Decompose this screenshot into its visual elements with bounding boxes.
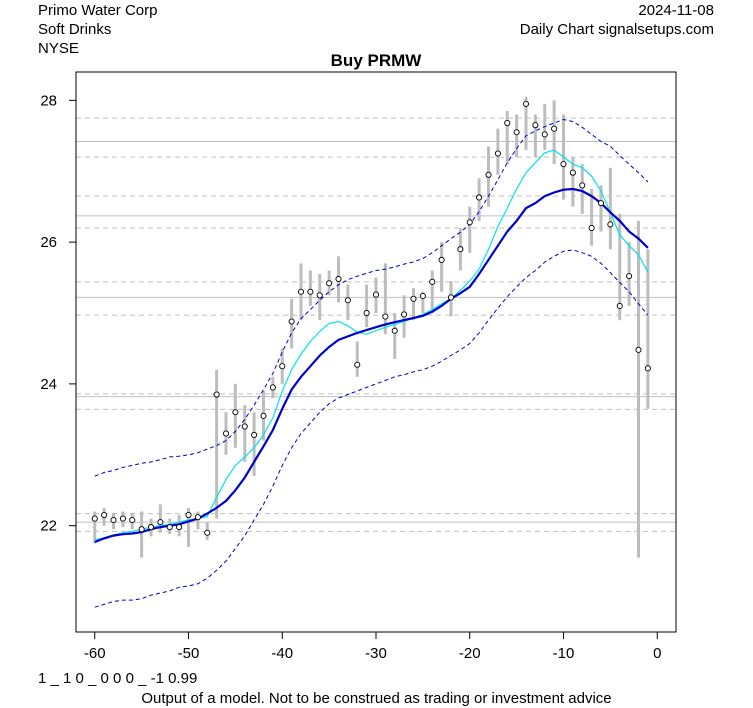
close-point	[402, 312, 407, 317]
close-point	[523, 101, 528, 106]
price-chart: -60 -50 -40 -30 -20 -10 0 22 24 26 28 Buy PRMW	[0, 0, 753, 708]
close-point	[533, 123, 538, 128]
close-point	[477, 195, 482, 200]
x-tick-label: -60	[84, 645, 106, 662]
close-point	[345, 298, 350, 303]
close-point	[383, 314, 388, 319]
close-point	[486, 172, 491, 177]
fast-ma-line	[95, 150, 648, 540]
close-point	[327, 281, 332, 286]
close-point	[561, 162, 566, 167]
close-point	[298, 289, 303, 294]
close-point	[617, 303, 622, 308]
model-code: 1 _ 1 0 _ 0 0 0 _ -1 0.99	[38, 670, 197, 687]
close-point	[373, 292, 378, 297]
close-point	[514, 130, 519, 135]
close-point	[317, 293, 322, 298]
close-point	[120, 516, 125, 521]
close-point	[392, 328, 397, 333]
slow-ma-line	[95, 189, 648, 542]
close-point	[158, 520, 163, 525]
disclaimer: Output of a model. Not to be construed a…	[0, 690, 753, 707]
close-point	[580, 183, 585, 188]
close-point	[420, 293, 425, 298]
x-tick-label: -30	[365, 645, 387, 662]
close-point	[130, 517, 135, 522]
close-point	[467, 220, 472, 225]
close-point	[355, 362, 360, 367]
x-tick-label: -20	[459, 645, 481, 662]
close-point	[195, 515, 200, 520]
close-point	[364, 310, 369, 315]
close-point	[598, 201, 603, 206]
close-point	[111, 517, 116, 522]
close-point	[270, 385, 275, 390]
close-point	[102, 512, 107, 517]
close-point	[495, 151, 500, 156]
y-tick-label: 24	[40, 376, 57, 393]
x-tick-label: -50	[178, 645, 200, 662]
close-point	[289, 319, 294, 324]
close-point	[505, 120, 510, 125]
close-point	[261, 413, 266, 418]
close-point	[570, 170, 575, 175]
close-point	[430, 279, 435, 284]
close-point	[542, 132, 547, 137]
x-tick-label: 0	[653, 645, 661, 662]
y-tick-label: 26	[40, 234, 57, 251]
close-point	[177, 524, 182, 529]
close-point	[608, 222, 613, 227]
x-tick-label: -40	[271, 645, 293, 662]
reference-lines	[76, 118, 676, 531]
close-point	[252, 432, 257, 437]
close-point	[223, 431, 228, 436]
y-tick-label: 22	[40, 518, 57, 535]
close-point	[308, 289, 313, 294]
x-tick-label: -10	[553, 645, 575, 662]
close-points	[92, 101, 650, 535]
close-point	[645, 366, 650, 371]
close-point	[439, 257, 444, 262]
y-tick-label: 28	[40, 92, 57, 109]
close-point	[148, 524, 153, 529]
close-point	[186, 512, 191, 517]
close-point	[242, 424, 247, 429]
close-point	[139, 527, 144, 532]
close-point	[205, 530, 210, 535]
close-point	[458, 247, 463, 252]
close-point	[411, 296, 416, 301]
close-point	[589, 225, 594, 230]
axes: -60 -50 -40 -30 -20 -10 0 22 24 26 28	[40, 92, 661, 662]
close-point	[233, 410, 238, 415]
lower-band-line	[95, 250, 648, 607]
close-point	[92, 516, 97, 521]
close-point	[167, 524, 172, 529]
close-point	[214, 392, 219, 397]
chart-title: Buy PRMW	[331, 51, 423, 70]
close-point	[280, 364, 285, 369]
plot-frame	[76, 72, 676, 632]
close-point	[627, 274, 632, 279]
close-point	[552, 126, 557, 131]
close-point	[448, 295, 453, 300]
close-point	[336, 276, 341, 281]
close-point	[636, 347, 641, 352]
